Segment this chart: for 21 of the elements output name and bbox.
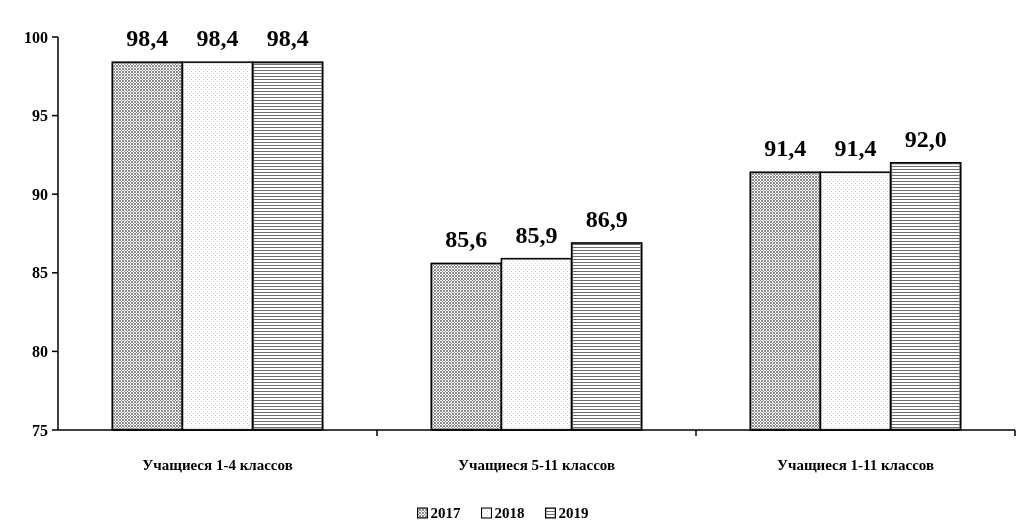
data-label: 98,4 (126, 25, 169, 52)
x-tick-label: Учащиеся 1-11 классов (776, 457, 935, 473)
data-label: 85,9 (515, 221, 558, 248)
data-label: 91,4 (764, 135, 807, 162)
legend-label: 2018 (494, 505, 525, 521)
y-tick-label: 95 (32, 107, 48, 125)
y-tick-label: 90 (32, 185, 48, 203)
y-tick-label: 85 (32, 264, 48, 282)
data-label: 92,0 (904, 125, 947, 152)
x-tick-label: Учащиеся 5-11 классов (457, 457, 616, 473)
y-tick-label: 100 (24, 28, 48, 46)
data-label: 86,9 (585, 205, 628, 232)
data-label: 85,6 (445, 226, 488, 253)
legend-label: 2017 (430, 505, 461, 521)
y-tick-label: 75 (32, 421, 48, 439)
data-label: 98,4 (266, 25, 309, 52)
legend-label: 2019 (558, 505, 589, 521)
data-label: 91,4 (834, 135, 877, 162)
x-tick-label: Учащиеся 1-4 классов (142, 457, 293, 473)
y-tick-label: 80 (32, 343, 48, 360)
data-label: 98,4 (196, 25, 239, 52)
